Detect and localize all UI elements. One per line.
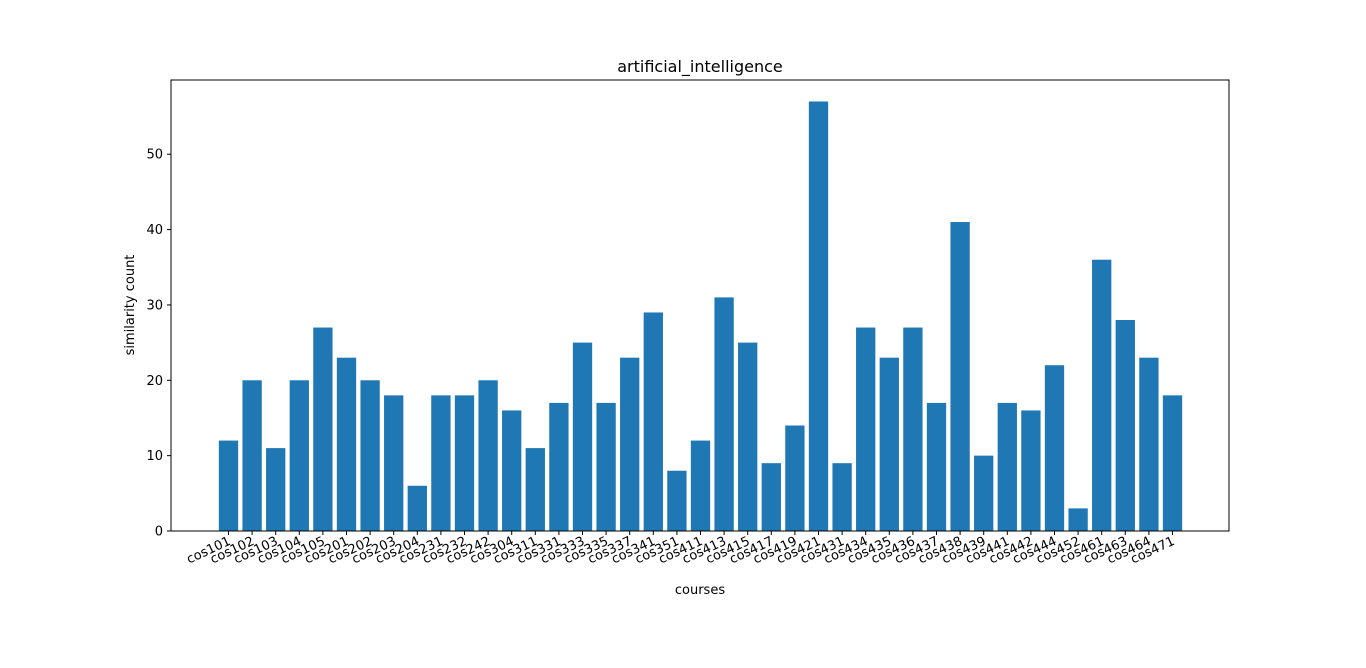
bar-cos337 — [620, 357, 640, 531]
bar-cos464 — [1139, 357, 1159, 531]
y-axis-label: similarity count — [123, 255, 138, 356]
bar-cos463 — [1115, 320, 1135, 531]
bar-cos441 — [997, 402, 1017, 531]
bar-cos411 — [690, 440, 711, 531]
bar-cos444 — [1044, 365, 1065, 531]
plot-frame — [170, 79, 1230, 532]
bar-cos351 — [667, 470, 687, 531]
bar-cos471 — [1162, 395, 1183, 531]
bar-cos101 — [218, 440, 239, 531]
bar-cos231 — [431, 395, 451, 531]
x-axis: cos101cos102cos103cos104cos105cos201cos2… — [185, 531, 1177, 567]
bar-cos105 — [313, 327, 333, 531]
bar-cos435 — [879, 357, 899, 531]
bars-layer — [218, 101, 1183, 532]
bar-cos232 — [454, 395, 475, 531]
y-tick-label: 50 — [146, 148, 163, 163]
bar-cos104 — [289, 380, 309, 531]
bar-cos335 — [596, 402, 616, 531]
bar-cos461 — [1092, 259, 1112, 531]
bar-cos242 — [478, 380, 498, 531]
bar-cos331 — [549, 402, 569, 531]
bar-cos102 — [242, 380, 262, 531]
bar-cos201 — [336, 357, 357, 531]
bar-cos304 — [502, 410, 522, 531]
bar-cos204 — [407, 485, 427, 531]
bar-cos311 — [525, 448, 545, 531]
bar-cos452 — [1068, 508, 1088, 531]
y-tick-label: 30 — [146, 298, 163, 313]
bar-cos103 — [266, 448, 286, 531]
bar-cos333 — [572, 342, 593, 531]
bar-cos437 — [926, 402, 947, 531]
bar-cos413 — [714, 297, 734, 531]
x-axis-label: courses — [675, 583, 725, 598]
y-tick-label: 10 — [146, 449, 163, 464]
bar-cos438 — [950, 222, 970, 532]
bar-cos415 — [738, 342, 758, 531]
y-tick-label: 0 — [155, 525, 163, 540]
bar-cos431 — [832, 463, 852, 531]
bar-cos202 — [360, 380, 380, 531]
bar-cos436 — [903, 327, 923, 531]
bar-cos203 — [384, 395, 404, 531]
chart-title: artificial_intelligence — [617, 57, 783, 77]
y-tick-label: 20 — [146, 374, 163, 389]
bar-cos434 — [856, 327, 876, 531]
bar-cos417 — [761, 463, 781, 531]
bar-cos341 — [643, 312, 663, 531]
bar-cos421 — [808, 101, 829, 531]
bar-cos419 — [785, 425, 805, 531]
y-tick-label: 40 — [146, 223, 163, 238]
bar-cos439 — [974, 455, 994, 531]
y-axis: 0 10 20 30 40 50 — [146, 148, 171, 540]
bar-cos442 — [1021, 410, 1041, 531]
